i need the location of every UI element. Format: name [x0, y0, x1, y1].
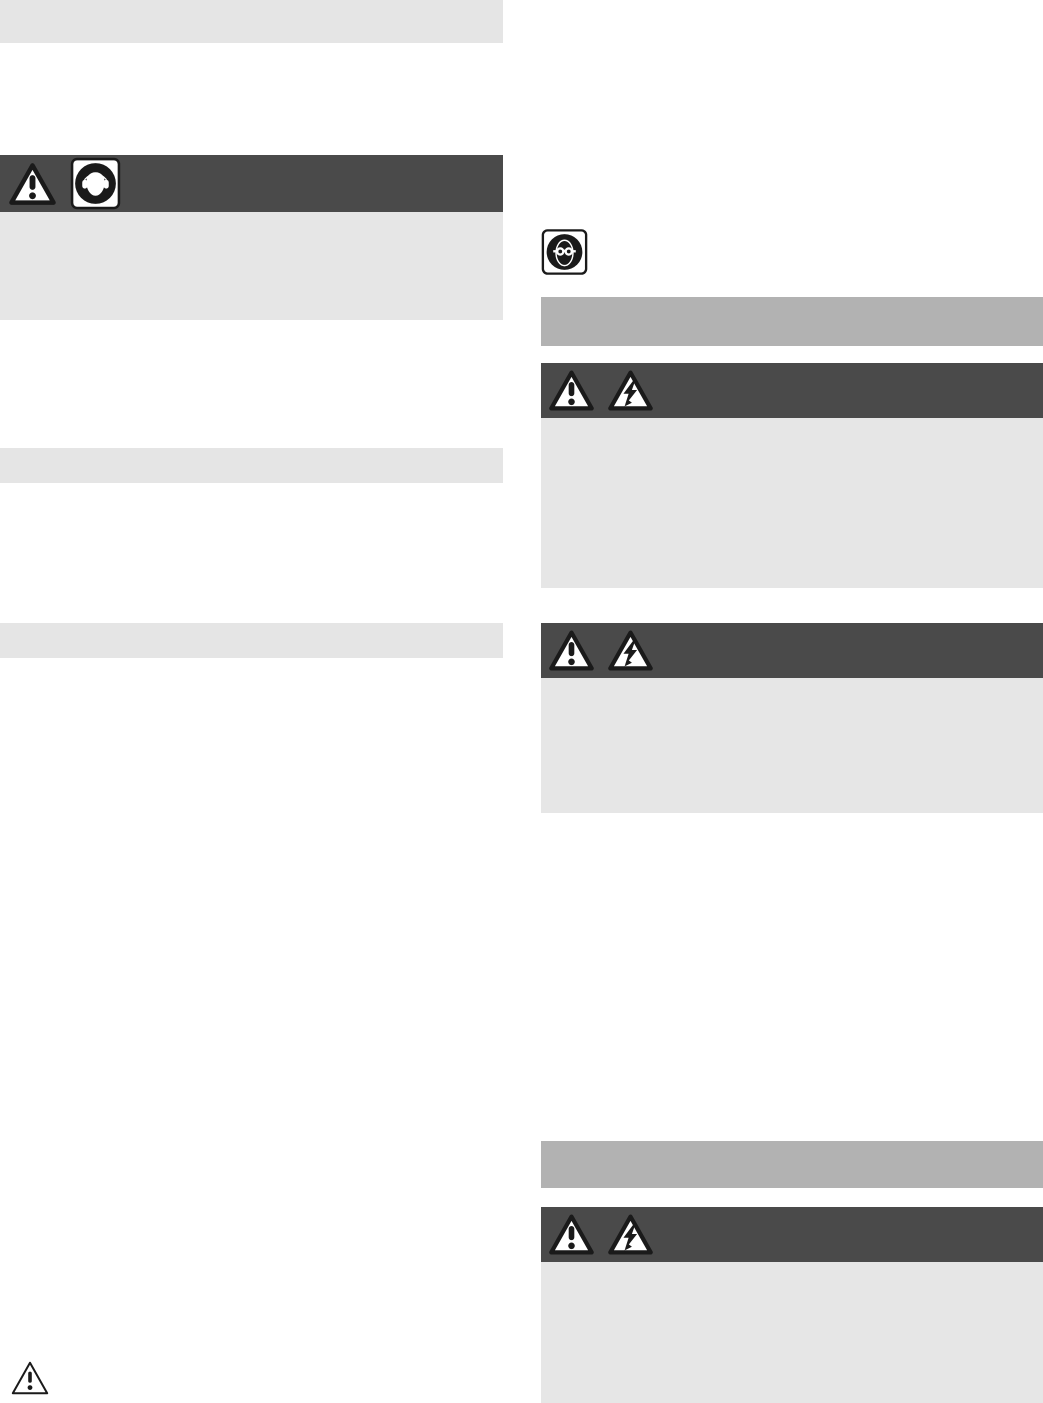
- left-section-bar-1: [0, 448, 503, 483]
- ear-protection-icon: [70, 157, 121, 210]
- right-section-header-bar-2: [541, 1141, 1043, 1188]
- electrical-warning-header-3: [541, 1207, 1043, 1262]
- warning-triangle-icon: [8, 161, 57, 207]
- electrical-warning-body-3: [541, 1262, 1043, 1403]
- warning-triangle-icon: [548, 628, 595, 673]
- electrical-warning-body-1: [541, 418, 1043, 588]
- electrical-warning-body-2: [541, 678, 1043, 813]
- right-section-header-bar-1: [541, 297, 1043, 346]
- warning-triangle-icon: [548, 368, 595, 413]
- warning-triangle-icon: [548, 1212, 595, 1257]
- electrical-hazard-icon: [607, 368, 654, 413]
- electrical-warning-header-1: [541, 363, 1043, 418]
- left-section-bar-2: [0, 623, 503, 658]
- warning-triangle-outline-icon: [10, 1356, 50, 1400]
- electrical-hazard-icon: [607, 628, 654, 673]
- eye-protection-icon: [541, 228, 588, 276]
- top-left-section-bar: [0, 0, 503, 43]
- hearing-warning-header: [0, 155, 503, 212]
- electrical-warning-header-2: [541, 623, 1043, 678]
- electrical-hazard-icon: [607, 1212, 654, 1257]
- hearing-warning-body: [0, 212, 503, 320]
